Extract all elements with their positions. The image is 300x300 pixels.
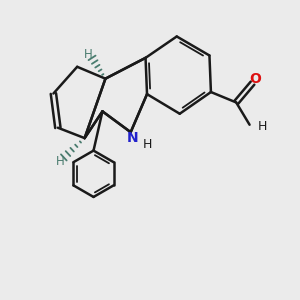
Text: N: N xyxy=(126,130,138,145)
Text: H: H xyxy=(142,138,152,151)
Text: H: H xyxy=(84,48,93,61)
Text: H: H xyxy=(258,120,267,133)
Text: H: H xyxy=(56,155,64,168)
Text: O: O xyxy=(249,72,261,86)
